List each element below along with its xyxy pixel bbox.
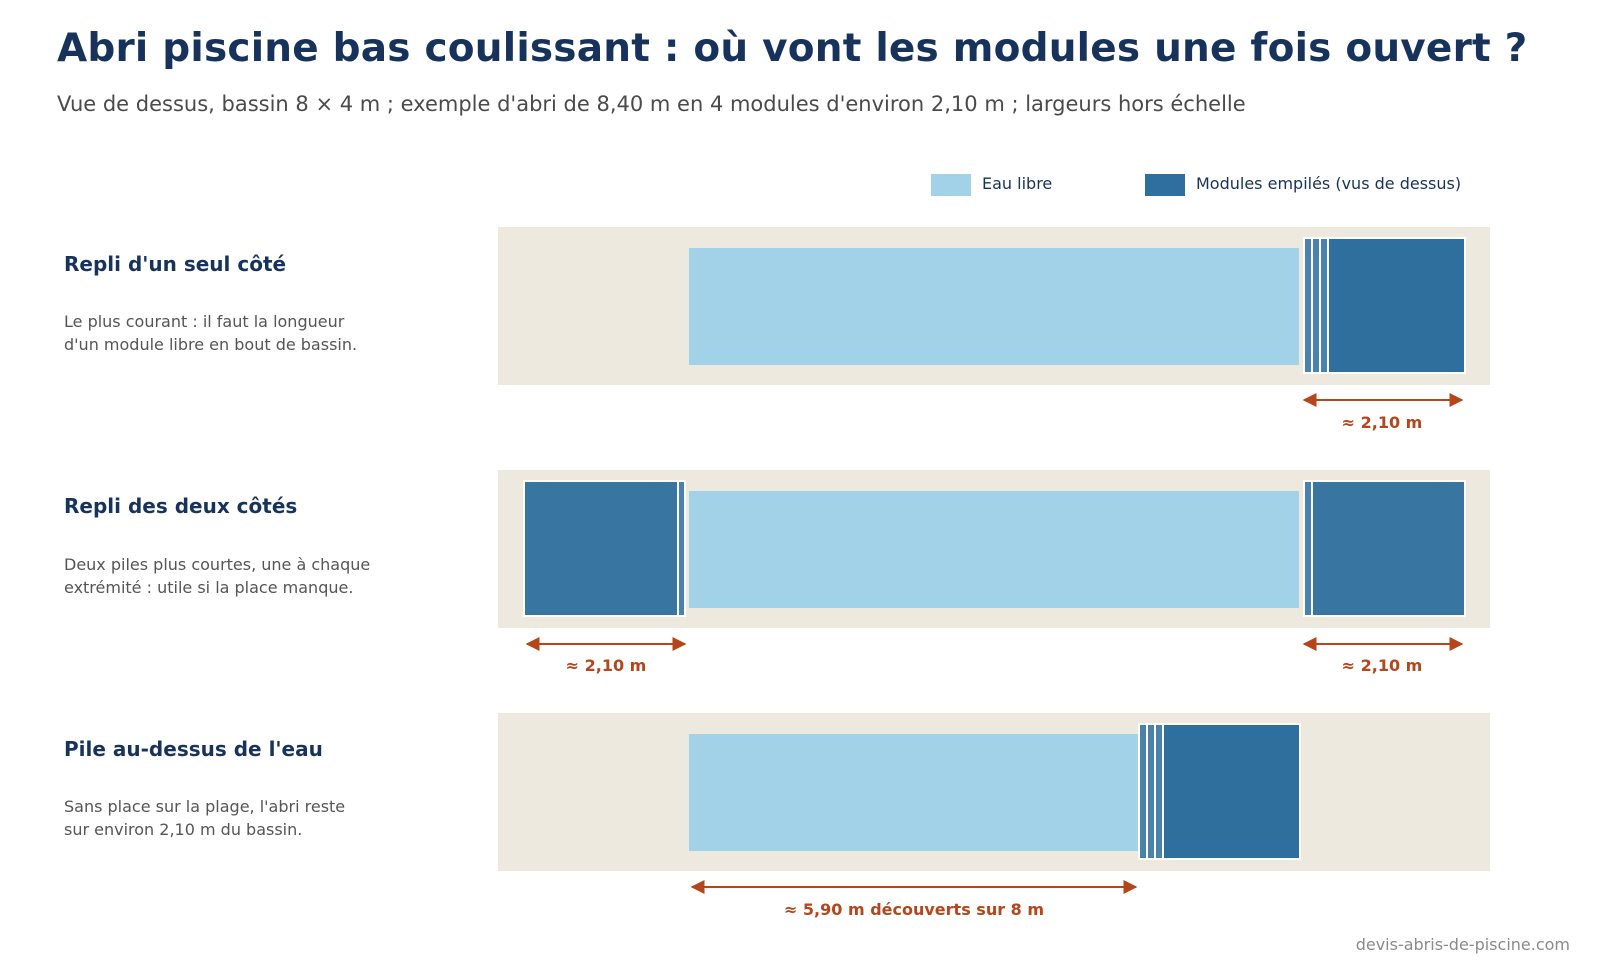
dimension-label-right: ≈ 2,10 m (1342, 656, 1423, 675)
module-edge (1146, 723, 1156, 860)
module-stack-right (1303, 480, 1466, 617)
row-desc-line: Le plus courant : il faut la longueur (64, 312, 345, 331)
module-top (1311, 480, 1466, 617)
page-title: Abri piscine bas coulissant : où vont le… (57, 26, 1528, 71)
row-diagram-above-water: ≈ 5,90 m découverts sur 8 m (498, 713, 1490, 919)
module-edge (1154, 723, 1164, 860)
row-title-two-sides: Repli des deux côtés (64, 494, 298, 518)
module-edge (1319, 237, 1329, 374)
module-stack-left (523, 480, 686, 617)
module-stack-right (1303, 237, 1466, 374)
row-desc-line: Deux piles plus courtes, une à chaque (64, 555, 371, 574)
row-desc-one-side: Le plus courant : il faut la longueur d'… (64, 310, 424, 356)
module-top (1162, 723, 1301, 860)
row-desc-line: extrémité : utile si la place manque. (64, 578, 354, 597)
module-edge (1311, 237, 1321, 374)
module-top (523, 480, 679, 617)
module-top (1327, 237, 1466, 374)
legend-swatch-eau-libre (931, 174, 971, 196)
row-diagram-two-sides: ≈ 2,10 m ≈ 2,10 m (498, 470, 1490, 675)
dimension-label: ≈ 2,10 m (1342, 413, 1423, 432)
dimension-label-left: ≈ 2,10 m (566, 656, 647, 675)
module-edge (1303, 237, 1313, 374)
row-desc-two-sides: Deux piles plus courtes, une à chaque ex… (64, 553, 424, 599)
row-desc-line: d'un module libre en bout de bassin. (64, 335, 358, 354)
footer-source: devis-abris-de-piscine.com (1355, 935, 1570, 954)
row-diagram-one-side: ≈ 2,10 m (498, 227, 1490, 432)
module-edge (1303, 480, 1313, 617)
dimension-label: ≈ 5,90 m découverts sur 8 m (784, 900, 1044, 919)
row-desc-line: sur environ 2,10 m du bassin. (64, 820, 303, 839)
row-desc-line: Sans place sur la plage, l'abri reste (64, 797, 346, 816)
legend-label-modules: Modules empilés (vus de dessus) (1196, 174, 1462, 193)
eau-libre (689, 248, 1299, 365)
module-stack-over-water (1138, 723, 1301, 860)
legend-label-eau-libre: Eau libre (982, 174, 1053, 193)
row-title-one-side: Repli d'un seul côté (64, 252, 287, 276)
module-edge (677, 480, 686, 617)
eau-libre (689, 491, 1299, 608)
row-desc-above-water: Sans place sur la plage, l'abri reste su… (64, 795, 424, 841)
legend-swatch-modules (1145, 174, 1185, 196)
row-title-above-water: Pile au-dessus de l'eau (64, 737, 323, 761)
page-subtitle: Vue de dessus, bassin 8 × 4 m ; exemple … (57, 92, 1246, 116)
module-edge (1138, 723, 1148, 860)
